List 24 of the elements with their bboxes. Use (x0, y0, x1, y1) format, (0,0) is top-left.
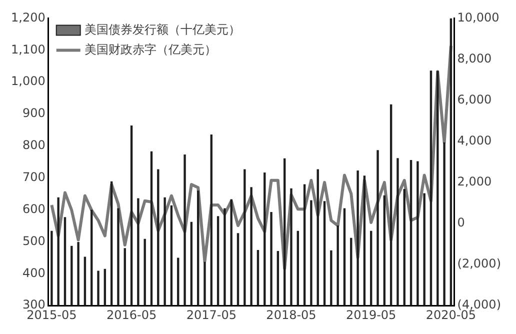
y2-tick-label: 0 (457, 216, 465, 230)
y2-tick-label: (2,000) (457, 256, 501, 271)
y2-tick-label: (4,000) (457, 298, 501, 312)
y2-tick-label: 10,000 (457, 10, 500, 24)
legend-label: 美国债券发行额（十亿美元） (84, 22, 240, 36)
y-tick-label: 1,100 (10, 42, 46, 56)
y-tick-label: 1,000 (10, 74, 46, 88)
y2-tick-label: 8,000 (457, 51, 492, 66)
y-tick-label: 1,200 (10, 10, 46, 24)
y-tick-label: 500 (22, 234, 46, 248)
x-tick-label: 2017-05 (186, 308, 236, 322)
y-tick-label: 900 (22, 106, 46, 120)
y-tick-label: 800 (22, 138, 46, 152)
y-tick-label: 600 (22, 202, 46, 216)
x-tick-label: 2019-05 (346, 308, 396, 322)
x-tick-label: 2016-05 (106, 308, 157, 322)
y2-tick-label: 4,000 (457, 133, 492, 148)
x-tick-label: 2015-05 (26, 308, 77, 322)
x-tick-label: 2018-05 (266, 308, 316, 322)
y-tick-label: 700 (22, 170, 46, 184)
y-tick-label: 400 (22, 266, 46, 280)
y2-tick-label: 6,000 (457, 92, 492, 106)
legend-label: 美国财政赤字（亿美元） (84, 42, 216, 56)
y2-tick-label: 2,000 (457, 174, 492, 189)
